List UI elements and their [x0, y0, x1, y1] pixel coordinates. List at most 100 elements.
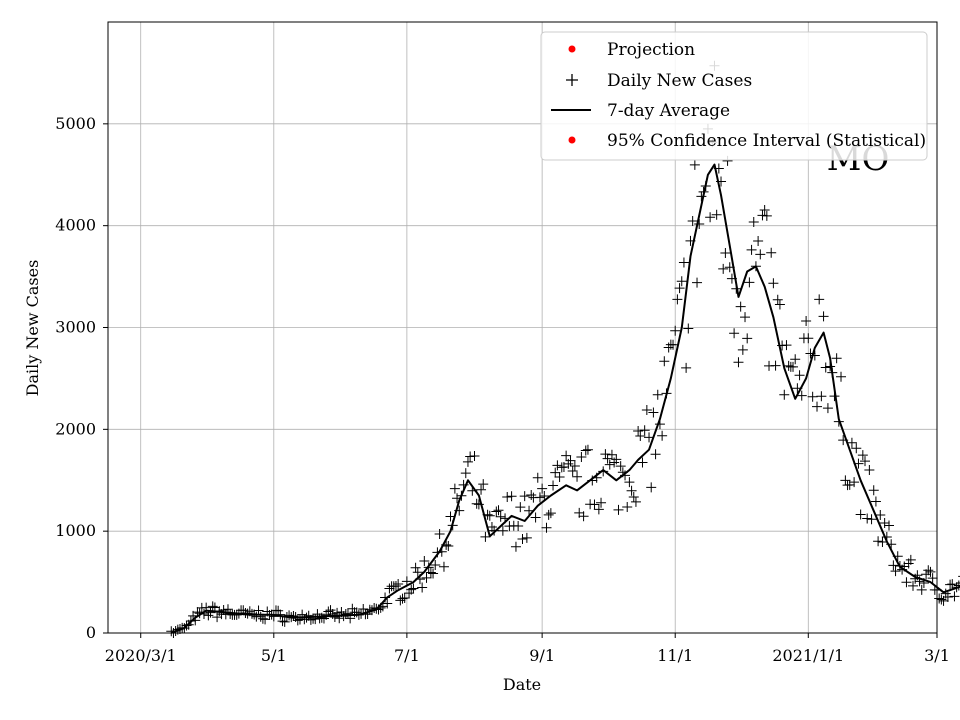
daily-case-marker	[543, 509, 554, 520]
daily-case-marker	[288, 611, 299, 622]
daily-case-marker	[506, 491, 517, 502]
daily-case-marker	[554, 471, 565, 482]
daily-case-marker	[794, 370, 805, 381]
daily-case-marker	[449, 483, 460, 494]
daily-case-marker	[578, 511, 589, 522]
x-tick-label: 7/1	[394, 646, 420, 665]
daily-case-marker	[218, 604, 229, 615]
daily-case-marker	[410, 562, 421, 573]
y-tick-label: 0	[86, 623, 96, 642]
x-tick-label: 9/1	[529, 646, 555, 665]
daily-case-marker	[626, 485, 637, 496]
daily-case-marker	[465, 451, 476, 462]
daily-case-marker	[770, 360, 781, 371]
daily-case-marker	[390, 581, 401, 592]
y-tick-label: 4000	[55, 216, 96, 235]
daily-case-marker	[689, 159, 700, 170]
daily-case-marker	[635, 431, 646, 442]
chart-series	[166, 60, 960, 638]
daily-case-marker	[471, 498, 482, 509]
daily-case-marker	[630, 496, 641, 507]
daily-case-marker	[495, 511, 506, 522]
daily-case-marker	[942, 592, 953, 603]
daily-case-marker	[901, 577, 912, 588]
daily-case-marker	[862, 513, 873, 524]
daily-case-marker	[537, 483, 548, 494]
daily-case-marker	[746, 244, 757, 255]
daily-case-marker	[678, 257, 689, 268]
daily-case-marker	[781, 340, 792, 351]
daily-case-marker	[822, 403, 833, 414]
daily-case-marker	[519, 491, 530, 502]
daily-case-marker	[831, 353, 842, 364]
daily-case-marker	[868, 485, 879, 496]
daily-case-marker	[478, 479, 489, 490]
daily-case-marker	[277, 616, 288, 627]
daily-case-marker	[650, 449, 661, 460]
daily-case-marker	[325, 605, 336, 616]
daily-case-marker	[489, 525, 500, 536]
daily-case-marker	[814, 294, 825, 305]
daily-case-marker	[949, 591, 960, 602]
daily-case-marker	[637, 457, 648, 468]
daily-case-marker	[600, 449, 611, 460]
legend-ci-label: 95% Confidence Interval (Statistical)	[607, 131, 926, 151]
daily-case-marker	[884, 520, 895, 531]
legend-projection-label: Projection	[607, 40, 695, 60]
daily-case-marker	[633, 426, 644, 437]
daily-case-marker	[548, 480, 559, 491]
daily-case-marker	[417, 582, 428, 593]
daily-case-marker	[783, 360, 794, 371]
daily-case-marker	[205, 607, 216, 618]
x-tick-label: 2021/1/1	[772, 646, 844, 665]
daily-case-marker	[430, 560, 441, 571]
legend: Projection Daily New Cases 7-day Average…	[540, 31, 928, 161]
daily-case-marker	[497, 525, 508, 536]
daily-case-marker	[526, 490, 537, 501]
daily-case-marker	[231, 609, 242, 620]
daily-case-marker	[923, 565, 934, 576]
daily-case-marker	[866, 514, 877, 525]
daily-case-marker	[342, 608, 353, 619]
daily-case-marker	[729, 328, 740, 339]
daily-case-marker	[576, 451, 587, 462]
legend-ci-marker	[568, 136, 576, 144]
y-tick-label: 2000	[55, 419, 96, 438]
daily-case-marker	[772, 294, 783, 305]
daily-case-marker	[602, 453, 613, 464]
daily-case-marker	[406, 584, 417, 595]
daily-case-marker	[648, 407, 659, 418]
axis-ticks: 2020/3/15/17/19/111/12021/1/13/15/17/19/…	[55, 114, 950, 665]
daily-case-marker	[742, 333, 753, 344]
daily-case-marker	[476, 484, 487, 495]
daily-case-marker	[748, 216, 759, 227]
daily-case-marker	[755, 249, 766, 260]
daily-case-marker	[419, 555, 430, 566]
daily-case-marker	[674, 283, 685, 294]
daily-case-marker	[851, 443, 862, 454]
daily-case-marker	[790, 354, 801, 365]
daily-case-marker	[803, 333, 814, 344]
daily-case-marker	[513, 521, 524, 532]
legend-projection-marker	[568, 45, 576, 53]
daily-case-marker	[870, 496, 881, 507]
daily-case-marker	[849, 477, 860, 488]
daily-case-marker	[624, 477, 635, 488]
daily-case-marker	[462, 456, 473, 467]
daily-case-marker	[517, 534, 528, 545]
daily-case-marker	[955, 582, 960, 584]
daily-case-marker	[567, 465, 578, 476]
daily-case-marker	[663, 342, 674, 353]
daily-case-marker	[740, 312, 751, 323]
daily-case-marker	[711, 209, 722, 220]
daily-case-marker	[879, 517, 890, 528]
daily-case-marker	[510, 541, 521, 552]
daily-case-marker	[203, 610, 214, 621]
daily-case-marker	[809, 350, 820, 361]
daily-case-marker	[925, 566, 936, 577]
daily-case-marker	[639, 425, 650, 436]
daily-case-marker	[628, 492, 639, 503]
daily-case-marker	[561, 450, 572, 461]
daily-case-marker	[860, 456, 871, 467]
daily-case-marker	[255, 611, 266, 622]
